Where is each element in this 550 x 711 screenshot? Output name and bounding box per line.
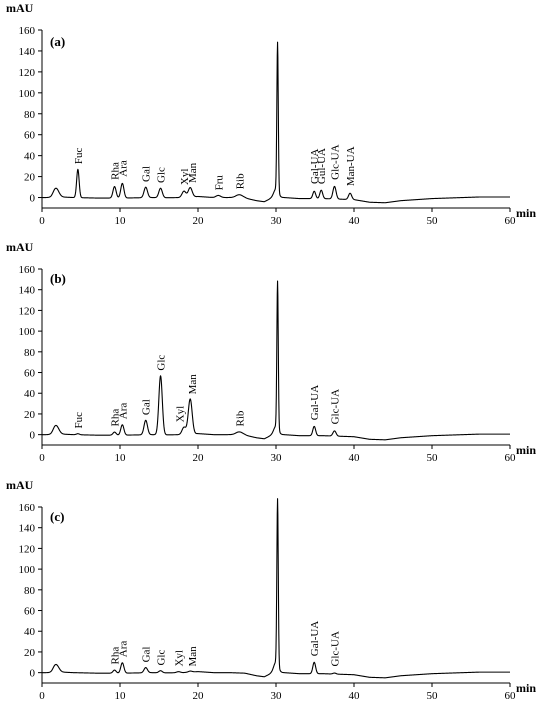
y-tick-label: 140 <box>19 523 36 535</box>
peak-label: Glc <box>156 167 168 183</box>
x-tick-label: 10 <box>115 452 127 464</box>
y-tick-label: 160 <box>19 264 36 276</box>
y-tick-label: 140 <box>19 46 36 58</box>
y-tick-label: 0 <box>30 430 36 442</box>
chromatogram-trace <box>41 498 511 679</box>
y-tick-label: 160 <box>19 502 36 514</box>
y-tick-label: 40 <box>24 388 36 400</box>
x-tick-label: 10 <box>115 690 127 702</box>
y-tick-label: 80 <box>24 585 36 597</box>
peak-label: Man <box>187 374 199 395</box>
peak-label: Gul-UA <box>316 148 328 184</box>
x-tick-label: 30 <box>271 215 283 227</box>
panel-label: (b) <box>50 271 66 286</box>
peak-label: Man <box>187 162 199 183</box>
y-tick-label: 140 <box>19 285 36 297</box>
peak-label: Glc <box>156 355 168 371</box>
x-tick-label: 50 <box>427 215 439 227</box>
peak-label: Xyl <box>174 406 186 423</box>
x-tick-label: 0 <box>39 452 45 464</box>
panel-a: mAU (a) min 0 20 40 60 80 100 120 140 160 0 10 20 30… <box>6 1 536 227</box>
chromatogram-plot: 0 20 40 60 80 100 120 140 160 0 10 20 30 40 50 60 Fuc Rha… <box>19 25 517 227</box>
peak-label: Xyl <box>179 169 191 186</box>
peak-label: Fuc <box>73 412 85 429</box>
peak-label: Gal <box>141 166 153 182</box>
y-unit-label: mAU <box>6 1 34 15</box>
peak-label: Rha <box>110 162 122 180</box>
y-tick-label: 20 <box>24 647 36 659</box>
peak-label: Fuc <box>73 148 85 165</box>
peak-label: Gal-UA <box>309 621 321 656</box>
y-tick-label: 60 <box>24 130 36 142</box>
chromatogram-plot: 0 20 40 60 80 100 120 140 160 0 10 20 30 40 50 60 RhaAra… <box>19 498 517 702</box>
peak-label: Gal <box>141 399 153 415</box>
x-tick-label: 10 <box>115 215 127 227</box>
y-tick-label: 160 <box>19 25 36 37</box>
peak-label: Xyl <box>174 650 186 667</box>
y-tick-label: 120 <box>19 543 36 555</box>
y-unit-label: mAU <box>6 478 34 492</box>
x-tick-label: 50 <box>427 690 439 702</box>
x-tick-label: 30 <box>271 452 283 464</box>
y-tick-label: 40 <box>24 151 36 163</box>
x-tick-label: 60 <box>505 452 517 464</box>
x-tick-label: 50 <box>427 452 439 464</box>
peak-label: Rha <box>110 409 122 427</box>
x-tick-label: 40 <box>349 690 361 702</box>
x-unit-label: min <box>516 443 536 457</box>
y-tick-label: 80 <box>24 109 36 121</box>
peak-label: Glc <box>156 650 168 666</box>
x-tick-label: 20 <box>193 690 205 702</box>
y-unit-label: mAU <box>6 240 34 254</box>
chromatogram-trace <box>41 280 511 441</box>
x-unit-label: min <box>516 681 536 695</box>
peak-label: Gal-UA <box>309 149 321 184</box>
y-tick-label: 100 <box>19 326 36 338</box>
peak-label: Ara <box>117 641 129 658</box>
peak-label: Fru <box>213 175 225 191</box>
x-tick-label: 0 <box>39 690 45 702</box>
peak-label: Rib <box>234 410 246 426</box>
y-tick-label: 60 <box>24 606 36 618</box>
y-tick-label: 20 <box>24 409 36 421</box>
x-unit-label: min <box>516 206 536 220</box>
panel-label: (c) <box>50 509 64 524</box>
panel-label: (a) <box>50 34 65 49</box>
peak-label: Gal <box>141 647 153 663</box>
x-tick-label: 20 <box>193 215 205 227</box>
peak-label: Gal-UA <box>309 385 321 420</box>
peak-label: Ara <box>117 403 129 420</box>
x-tick-label: 0 <box>39 215 45 227</box>
y-tick-label: 40 <box>24 626 36 638</box>
peak-label: Man <box>187 646 199 667</box>
y-tick-label: 0 <box>30 193 36 205</box>
peak-label: Glc-UA <box>330 631 342 666</box>
y-tick-label: 120 <box>19 305 36 317</box>
peak-label: Rha <box>110 647 122 665</box>
peak-label: Man-UA <box>345 146 357 186</box>
panel-b: mAU (b) min 0 20 40 60 80 100 120 140 160 0 10 20 30… <box>6 240 536 464</box>
x-tick-label: 60 <box>505 690 517 702</box>
y-tick-label: 60 <box>24 368 36 380</box>
y-tick-label: 80 <box>24 347 36 359</box>
y-tick-label: 120 <box>19 67 36 79</box>
y-tick-label: 100 <box>19 564 36 576</box>
peak-label: Glc-UA <box>330 389 342 424</box>
panel-c: mAU (c) min 0 20 40 60 80 100 120 140 160 0 10 20 30… <box>6 478 536 702</box>
chromatogram-trace <box>41 41 511 204</box>
y-tick-label: 0 <box>30 668 36 680</box>
x-tick-label: 30 <box>271 690 283 702</box>
x-tick-label: 20 <box>193 452 205 464</box>
x-tick-label: 60 <box>505 215 517 227</box>
peak-label: Rib <box>234 173 246 189</box>
chromatogram-plot: 0 20 40 60 80 100 120 140 160 0 10 20 30 40 50 60 Fuc Rha… <box>19 264 517 464</box>
y-tick-label: 100 <box>19 88 36 100</box>
y-tick-label: 20 <box>24 172 36 184</box>
x-tick-label: 40 <box>349 215 361 227</box>
peak-label: Ara <box>117 160 129 177</box>
peak-label: Glc-UA <box>330 144 342 179</box>
x-tick-label: 40 <box>349 452 361 464</box>
